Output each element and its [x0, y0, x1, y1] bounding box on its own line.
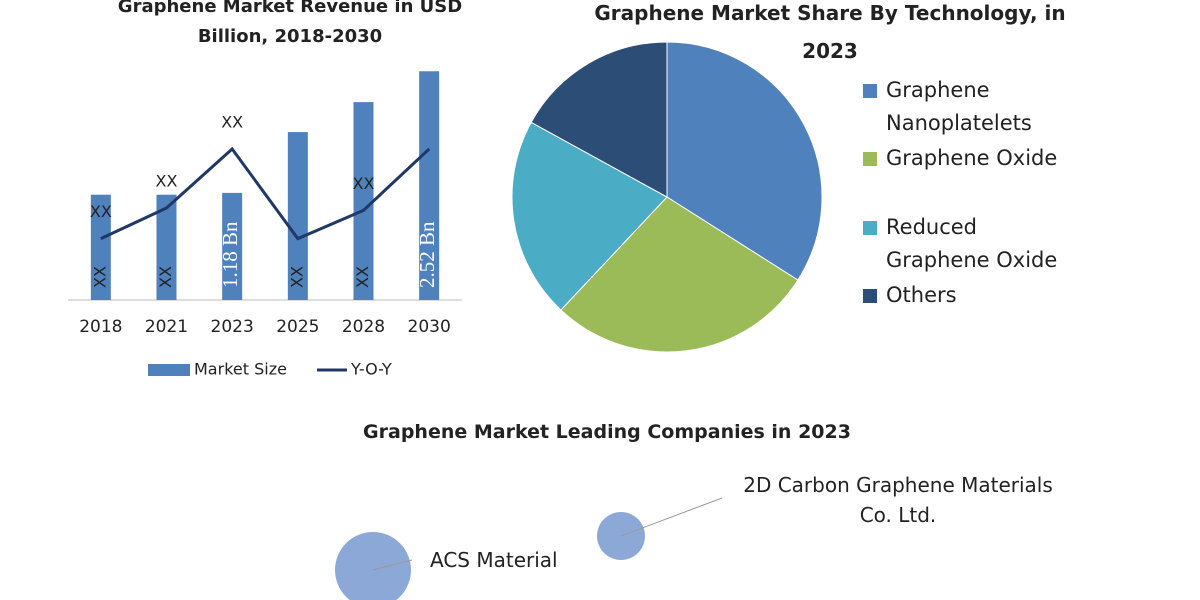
legend-label: Reduced Graphene Oxide — [886, 215, 1058, 272]
pie-slice — [666, 41, 823, 281]
value-label: XX — [221, 112, 243, 131]
legend-swatch — [863, 289, 877, 303]
leader-line — [620, 497, 723, 537]
legend-label: Graphene Oxide — [886, 146, 1058, 170]
pie-slice — [530, 41, 668, 198]
legend-swatch — [863, 221, 877, 235]
value-label: XX — [156, 266, 175, 288]
bubble — [335, 532, 411, 600]
legend-label: Others — [886, 283, 957, 307]
leader-line — [372, 559, 413, 571]
company-label: ACS Material — [430, 548, 558, 572]
x-tick-label: 2023 — [211, 317, 254, 337]
x-tick-label: 2030 — [408, 317, 451, 337]
bar — [419, 71, 440, 300]
value-label: XX — [90, 202, 112, 221]
legend-label: Market Size — [194, 360, 287, 379]
bubble-chart-title: Graphene Market Leading Companies in 202… — [363, 421, 851, 443]
x-tick-label: 2021 — [145, 317, 188, 337]
value-label: 2.52 Bn — [415, 221, 439, 288]
x-tick-label: 2018 — [79, 317, 122, 337]
bar — [222, 192, 243, 300]
pie-chart-title: Graphene Market Share By Technology, in … — [594, 1, 1066, 63]
line — [100, 146, 431, 241]
legend-label: Graphene Nanoplatelets — [886, 78, 1032, 135]
x-tick-label: 2025 — [276, 317, 319, 337]
legend-swatch — [863, 84, 877, 98]
value-label: XX — [353, 266, 372, 288]
bar — [90, 194, 111, 300]
value-label: XX — [90, 266, 109, 288]
bar — [287, 132, 308, 300]
pie-slice — [560, 196, 799, 353]
bar-chart-title: Graphene Market Revenue in USD Billion, … — [117, 0, 463, 47]
value-label: XX — [287, 266, 306, 288]
company-label: 2D Carbon Graphene Materials Co. Ltd. — [743, 473, 1053, 527]
pie-slice — [511, 121, 668, 311]
x-tick-label: 2028 — [342, 317, 385, 337]
bar — [156, 194, 177, 300]
legend-label: Y-O-Y — [350, 360, 392, 379]
bar — [353, 102, 374, 300]
legend-swatch — [148, 364, 190, 376]
value-label: XX — [353, 174, 375, 193]
legend-swatch — [863, 152, 877, 166]
value-label: 1.18 Bn — [218, 221, 242, 288]
value-label: XX — [156, 171, 178, 190]
